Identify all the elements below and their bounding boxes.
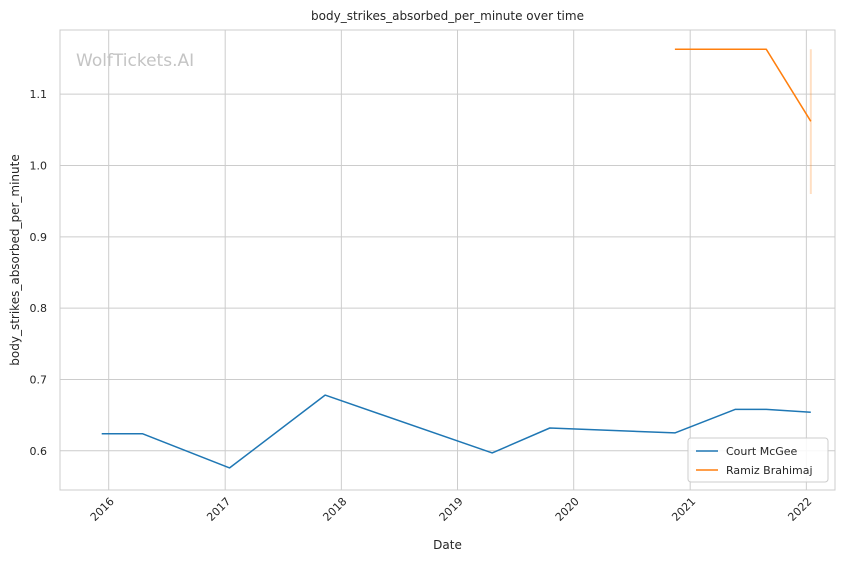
- legend: Court McGee Ramiz Brahimaj: [687, 437, 829, 483]
- y-axis-ticks: 0.6 0.7 0.8 0.9 1.0 1.1: [30, 88, 48, 458]
- y-tick-label: 0.9: [30, 231, 48, 244]
- y-tick-label: 0.8: [30, 302, 48, 315]
- watermark-text: WolfTickets.AI: [76, 51, 194, 71]
- x-axis-title: Date: [433, 538, 462, 552]
- legend-label: Ramiz Brahimaj: [726, 464, 813, 477]
- grid-lines: [60, 30, 835, 490]
- series-line-ramiz-brahimaj: [674, 48, 812, 122]
- y-tick-label: 1.0: [30, 160, 48, 173]
- series-layer: [101, 48, 812, 469]
- series-line-court-mcgee: [101, 394, 811, 469]
- y-tick-label: 1.1: [30, 88, 48, 101]
- legend-box: [687, 437, 829, 483]
- plot-frame: [59, 29, 836, 491]
- y-tick-label: 0.7: [30, 373, 48, 386]
- chart-title: body_strikes_absorbed_per_minute over ti…: [311, 9, 584, 23]
- y-tick-label: 0.6: [30, 445, 48, 458]
- y-axis-title: body_strikes_absorbed_per_minute: [8, 154, 22, 365]
- legend-label: Court McGee: [726, 445, 798, 458]
